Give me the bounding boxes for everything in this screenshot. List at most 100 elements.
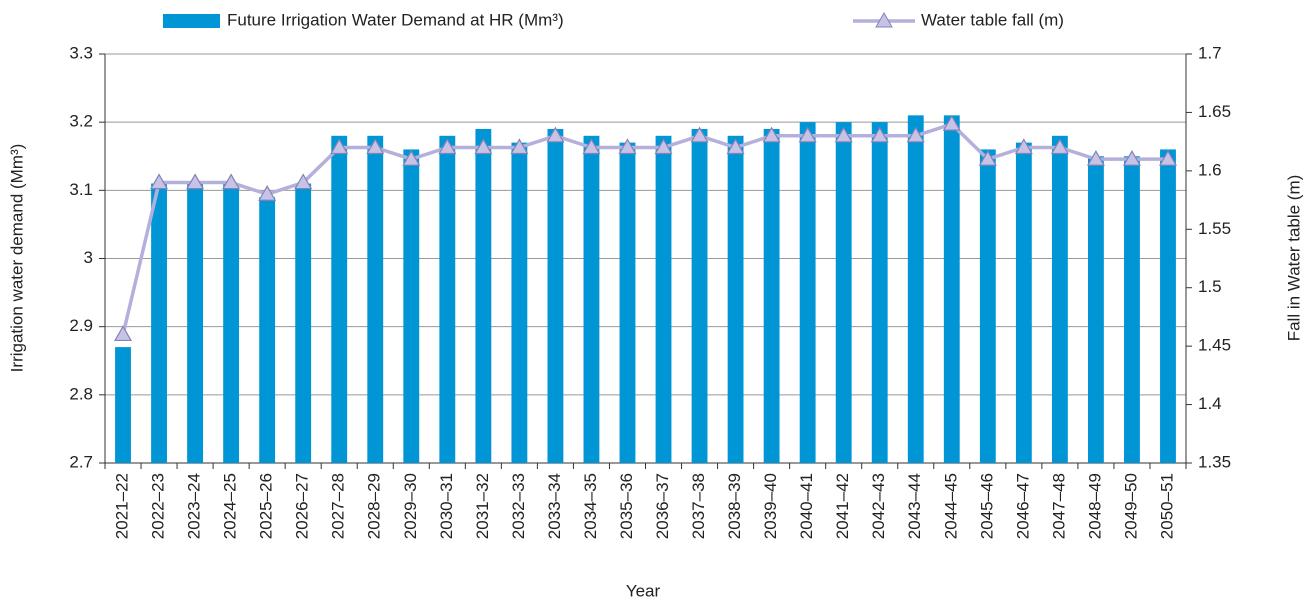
bar [1015,142,1032,463]
legend-marker [875,11,893,28]
bar [691,128,708,463]
bar [403,149,420,463]
x-tick-label: 2050–51 [1157,473,1176,539]
bar [1087,156,1104,463]
y-tick-label: 2.7 [69,452,93,471]
x-tick-label: 2023–24 [185,473,204,539]
marker [546,126,565,143]
y2-tick-label: 1.55 [1198,219,1231,238]
marker [510,138,529,155]
marker [402,149,421,166]
marker [186,173,205,190]
y-tick-label: 2.8 [69,384,93,403]
bar [1051,135,1068,464]
bar [151,183,167,463]
y-tick-label: 3 [84,248,93,267]
x-tick-label: 2044–45 [941,473,960,539]
x-tick-label: 2033–34 [545,473,564,539]
marker [1122,149,1141,166]
marker [222,173,241,190]
legend-label: Future Irrigation Water Demand at HR (Mm… [227,10,564,29]
bar [871,122,888,464]
y2-tick-label: 1.4 [1198,394,1222,413]
x-tick-label: 2040–41 [797,473,816,539]
x-tick-label: 2026–27 [293,473,312,539]
bar [475,128,492,463]
y-tick-label: 3.2 [69,112,93,131]
marker [113,325,133,342]
marker [906,126,925,143]
x-tick-label: 2049–50 [1121,473,1140,539]
y2-tick-label: 1.7 [1198,43,1222,62]
bar [835,122,852,464]
x-tick-label: 2021–22 [113,473,132,539]
y-axis-title: Irrigation water demand (Mm³) [7,144,26,373]
x-tick-label: 2042–43 [869,473,888,539]
bar [763,128,780,463]
bar [907,115,924,463]
x-tick-label: 2043–44 [905,473,924,539]
bar [115,347,131,463]
y2-tick-label: 1.5 [1198,277,1222,296]
bar [943,115,960,463]
x-tick-label: 2037–38 [689,473,708,539]
bar [583,135,600,464]
bar [511,142,528,463]
y-tick-label: 2.9 [69,316,93,335]
marker [294,173,313,190]
marker [258,185,277,201]
x-tick-label: 2034–35 [581,473,600,539]
bar [619,142,636,463]
x-tick-label: 2025–26 [257,473,276,539]
marker [1050,138,1069,155]
bar [655,135,672,464]
marker [978,149,997,166]
marker [150,173,169,190]
bar [223,183,240,463]
marker [474,138,493,155]
x-tick-label: 2045–46 [977,473,996,539]
y-tick-label: 3.1 [69,180,93,199]
marker [582,138,601,155]
x-tick-label: 2028–29 [365,473,384,539]
bar [1160,149,1176,463]
marker [726,138,745,155]
marker [798,126,817,143]
marker [870,126,889,143]
x-tick-label: 2024–25 [221,473,240,539]
y2-tick-label: 1.65 [1198,102,1231,121]
x-tick-label: 2027–28 [329,473,348,539]
marker [762,126,781,143]
marker [1086,149,1105,166]
marker [690,126,709,143]
y2-axis-title: Fall in Water table (m) [1284,175,1303,342]
y-tick-label: 3.3 [69,43,93,62]
x-tick-label: 2048–49 [1085,473,1104,539]
y2-tick-label: 1.45 [1198,336,1231,355]
x-tick-label: 2036–37 [653,473,672,539]
bar [799,122,816,464]
bar [547,128,564,463]
y2-tick-label: 1.6 [1198,160,1222,179]
marker [438,138,457,155]
x-tick-label: 2038–39 [725,473,744,539]
x-tick-label: 2029–30 [401,473,420,539]
marker [834,126,853,143]
marker [618,138,637,155]
bar [331,135,348,464]
x-tick-label: 2022–23 [149,473,168,539]
x-tick-label: 2046–47 [1013,473,1032,539]
bar [439,135,456,464]
x-tick-label: 2041–42 [833,473,852,539]
x-tick-label: 2047–48 [1049,473,1068,539]
y2-tick-label: 1.35 [1198,452,1231,471]
marker [654,138,673,155]
x-tick-label: 2035–36 [617,473,636,539]
marker [942,114,961,131]
bar [295,183,312,463]
x-tick-label: 2031–32 [473,473,492,539]
bar [1124,156,1140,463]
x-tick-label: 2030–31 [437,473,456,539]
x-axis-title: Year [626,581,661,600]
